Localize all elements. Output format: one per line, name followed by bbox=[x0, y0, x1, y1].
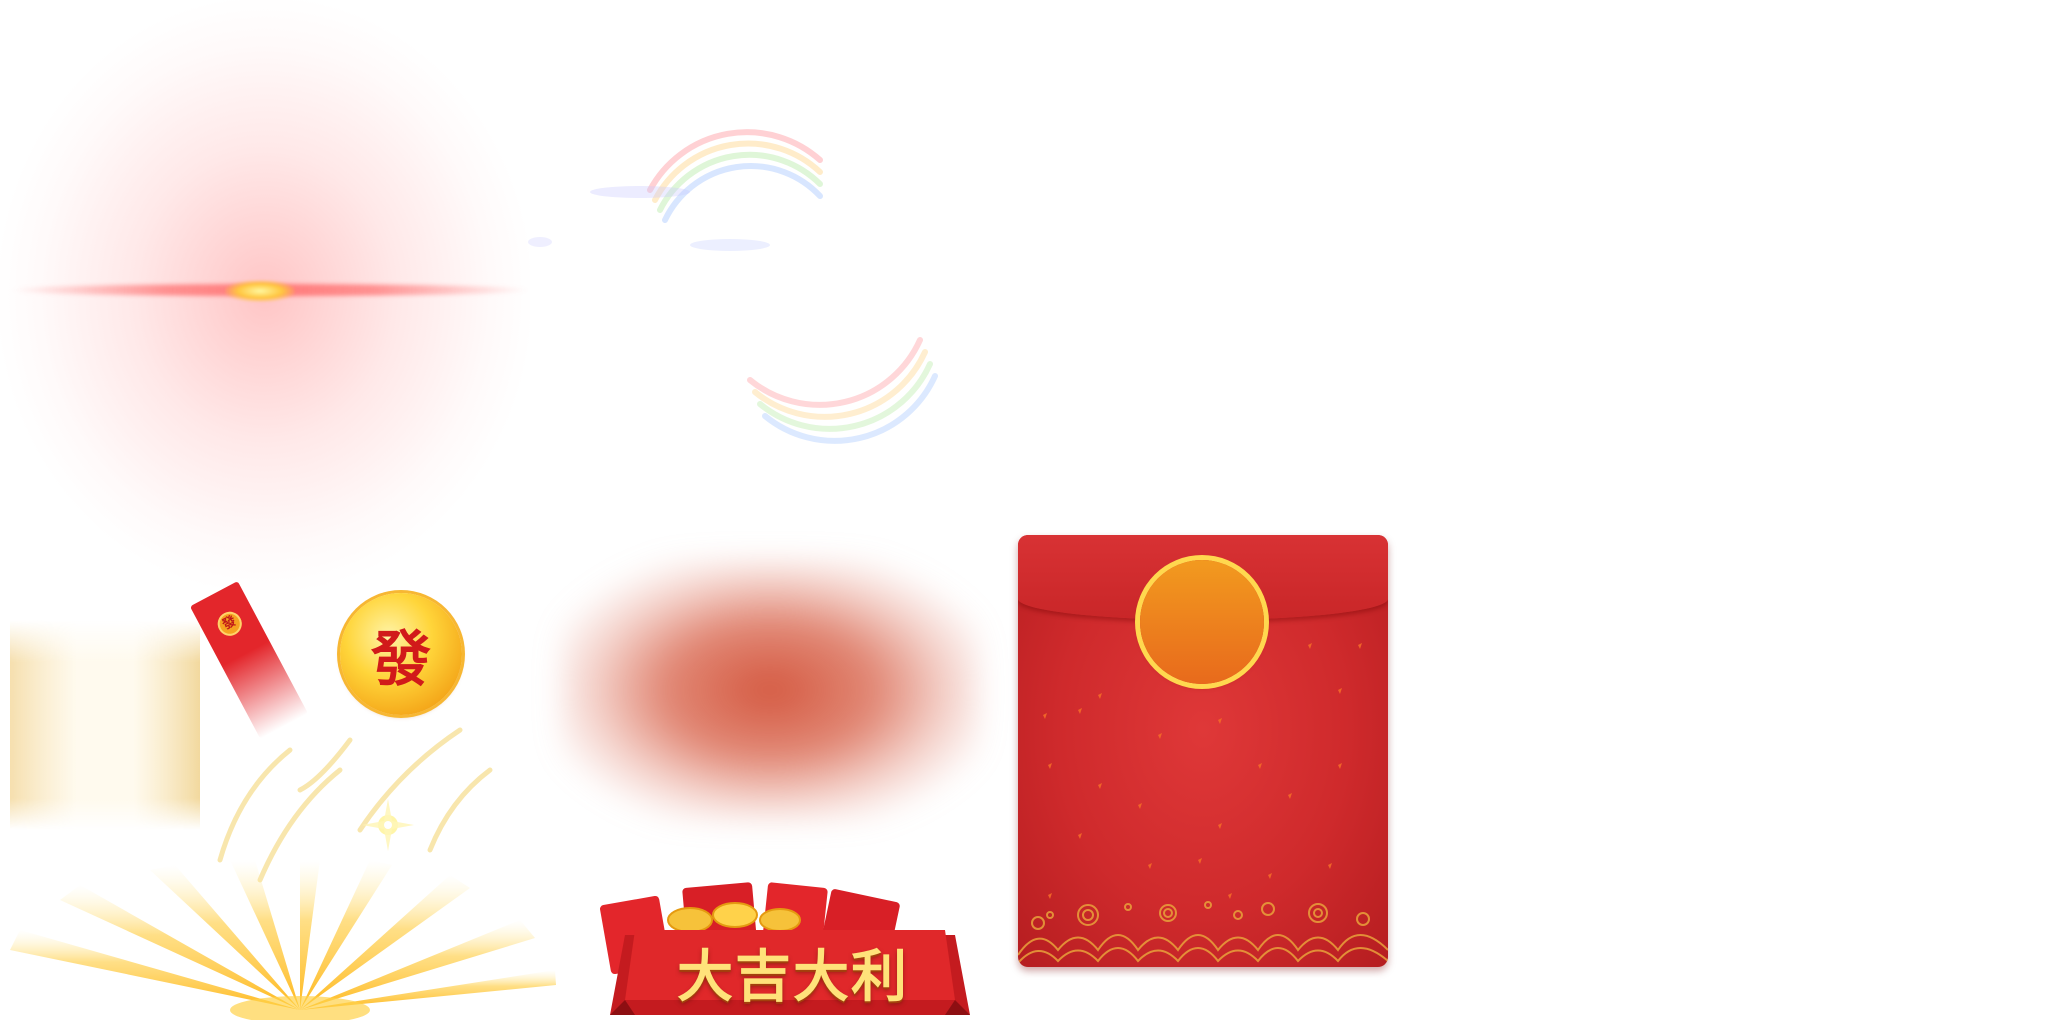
red-smoke-blob bbox=[560, 560, 980, 820]
flare-core bbox=[225, 280, 295, 302]
coin-character: 發 bbox=[371, 624, 431, 695]
sparkle-stroke bbox=[427, 767, 493, 853]
sparkle-stroke bbox=[257, 767, 343, 883]
banner-art bbox=[600, 882, 970, 1015]
banner-text: 大吉大利 bbox=[677, 945, 909, 1010]
mini-envelope-seal: 發 bbox=[213, 607, 246, 641]
sparkle-stroke bbox=[217, 747, 293, 863]
light-beams bbox=[10, 620, 200, 830]
sunburst-rays bbox=[10, 860, 556, 1020]
gold-sparkles bbox=[217, 727, 493, 883]
star-sparkle-icon bbox=[362, 799, 414, 851]
envelope-open-seal[interactable] bbox=[1140, 560, 1264, 684]
gold-coin: 發 bbox=[340, 593, 462, 715]
envelope-wave-pattern bbox=[1018, 901, 1388, 964]
sparkle-stroke bbox=[357, 727, 463, 833]
sparkle-stroke bbox=[297, 737, 353, 793]
big-red-envelope[interactable] bbox=[1018, 535, 1388, 967]
rainbow-arcs bbox=[528, 129, 938, 444]
lucky-banner: 大吉大利 bbox=[595, 880, 985, 1020]
